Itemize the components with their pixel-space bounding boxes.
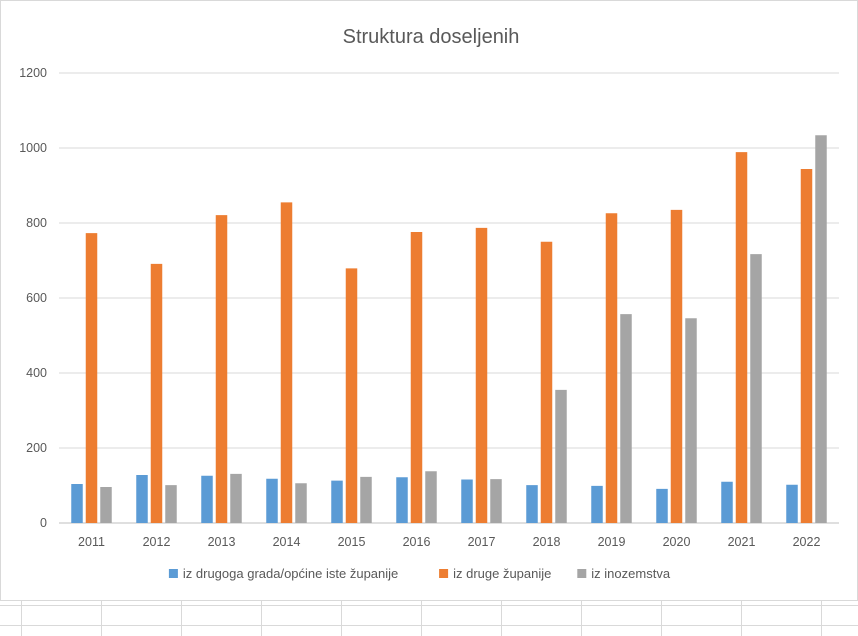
bar-1-2011[interactable] [71, 484, 83, 523]
legend-swatch [577, 569, 587, 578]
bar-chart: Struktura doseljenih 0 200 400 600 800 1000 12… [19, 26, 839, 581]
x-tick-label: 2018 [533, 535, 561, 549]
chart-area[interactable]: Struktura doseljenih 0 200 400 600 800 1000 12… [0, 0, 858, 601]
chart-title: Struktura doseljenih [343, 26, 520, 48]
bar-3-2016[interactable] [425, 471, 437, 523]
y-tick-label: 0 [40, 516, 47, 530]
x-tick-label: 2014 [273, 535, 301, 549]
bar-2-2017[interactable] [475, 227, 488, 523]
bar-3-2015[interactable] [360, 476, 372, 523]
legend-label[interactable]: iz drugoga grada/općine iste županije [183, 566, 398, 581]
bar-1-2019[interactable] [591, 485, 603, 523]
bar-2-2019[interactable] [605, 213, 618, 523]
bar-2-2012[interactable] [150, 263, 163, 523]
y-axis-ticks: 0 200 400 600 800 1000 1200 [19, 66, 47, 530]
legend-swatch [168, 569, 178, 578]
bar-3-2022[interactable] [815, 135, 827, 523]
bar-1-2022[interactable] [786, 484, 798, 523]
bar-3-2020[interactable] [685, 318, 697, 523]
y-tick-label: 1000 [19, 141, 47, 155]
bar-2-2021[interactable] [735, 152, 748, 523]
x-tick-label: 2011 [78, 535, 105, 549]
bar-2-2015[interactable] [345, 268, 358, 523]
bar-1-2020[interactable] [656, 488, 668, 523]
x-tick-label: 2016 [403, 535, 431, 549]
bar-3-2018[interactable] [555, 389, 567, 523]
bar-1-2018[interactable] [526, 485, 538, 523]
y-tick-label: 600 [26, 291, 47, 305]
bar-3-2021[interactable] [750, 254, 762, 523]
bar-3-2017[interactable] [490, 479, 502, 523]
bar-1-2021[interactable] [721, 481, 733, 523]
x-tick-label: 2017 [468, 535, 496, 549]
bars [71, 135, 827, 523]
x-tick-label: 2015 [338, 535, 366, 549]
bar-3-2012[interactable] [165, 485, 177, 523]
y-tick-label: 1200 [19, 66, 47, 80]
y-tick-label: 400 [26, 366, 47, 380]
bar-1-2016[interactable] [396, 477, 408, 523]
bar-2-2013[interactable] [215, 215, 228, 523]
legend-swatch [439, 569, 449, 578]
x-tick-label: 2013 [208, 535, 236, 549]
bar-2-2018[interactable] [540, 241, 553, 523]
gridlines [59, 72, 839, 524]
bar-2-2014[interactable] [280, 202, 293, 523]
x-axis-ticks: 2011 2012 2013 2014 2015 2016 2017 2018 2019 2020… [78, 535, 820, 549]
x-tick-label: 2019 [598, 535, 626, 549]
bar-3-2019[interactable] [620, 314, 632, 523]
bar-2-2016[interactable] [410, 232, 423, 523]
legend[interactable]: iz drugoga grada/općine iste županije iz … [168, 566, 671, 581]
x-tick-label: 2020 [663, 535, 691, 549]
bar-1-2015[interactable] [331, 480, 343, 523]
y-tick-label: 800 [26, 216, 47, 230]
bar-2-2020[interactable] [670, 209, 683, 523]
x-tick-label: 2022 [793, 535, 821, 549]
bar-3-2011[interactable] [100, 487, 112, 523]
bar-1-2013[interactable] [201, 475, 213, 523]
x-tick-label: 2012 [143, 535, 171, 549]
bar-1-2012[interactable] [136, 475, 148, 523]
bar-1-2014[interactable] [266, 478, 278, 523]
bar-2-2011[interactable] [85, 233, 98, 523]
bar-3-2013[interactable] [230, 473, 242, 523]
bar-1-2017[interactable] [461, 479, 473, 524]
x-tick-label: 2021 [728, 535, 756, 549]
bar-2-2022[interactable] [800, 169, 813, 523]
legend-label[interactable]: iz inozemstva [591, 566, 671, 581]
bar-3-2014[interactable] [295, 483, 307, 523]
legend-label[interactable]: iz druge županije [453, 566, 551, 581]
y-tick-label: 200 [26, 441, 47, 455]
